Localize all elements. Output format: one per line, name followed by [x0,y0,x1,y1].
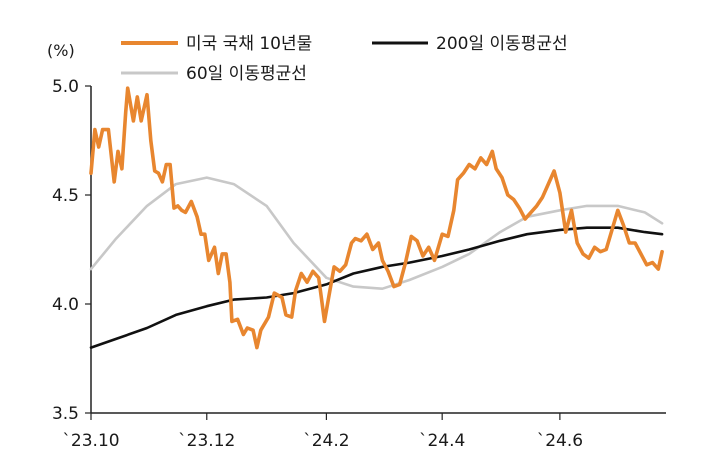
y-tick-label: 5.0 [52,77,79,97]
series-line-200d [89,226,664,349]
y-tick-label: 4.0 [52,295,79,315]
legend-label-200d: 200일 이동평균선 [436,34,568,54]
x-tick-label: `24.4 [419,431,465,451]
legend-label-10y: 미국 국채 10년물 [186,34,312,54]
axes: 5.0 4.5 4.0 3.5 `23.10 `23.12 `24.2 `24.4 `24.6 [52,77,666,451]
y-tick-label: 4.5 [52,186,79,206]
series-layer [89,86,664,350]
x-tick-label: `24.2 [303,431,349,451]
unit-label: (%) [47,41,75,60]
legend-label-60d: 60일 이동평균선 [186,64,307,84]
x-tick-label: `23.12 [178,431,235,451]
series-line-10y [89,86,664,350]
series-line-60d [89,176,664,290]
x-tick-label: `24.6 [537,431,583,451]
x-tick-label: `23.10 [62,431,119,451]
y-tick-label: 3.5 [52,404,79,424]
legend: 미국 국채 10년물 200일 이동평균선 60일 이동평균선 [121,34,568,84]
